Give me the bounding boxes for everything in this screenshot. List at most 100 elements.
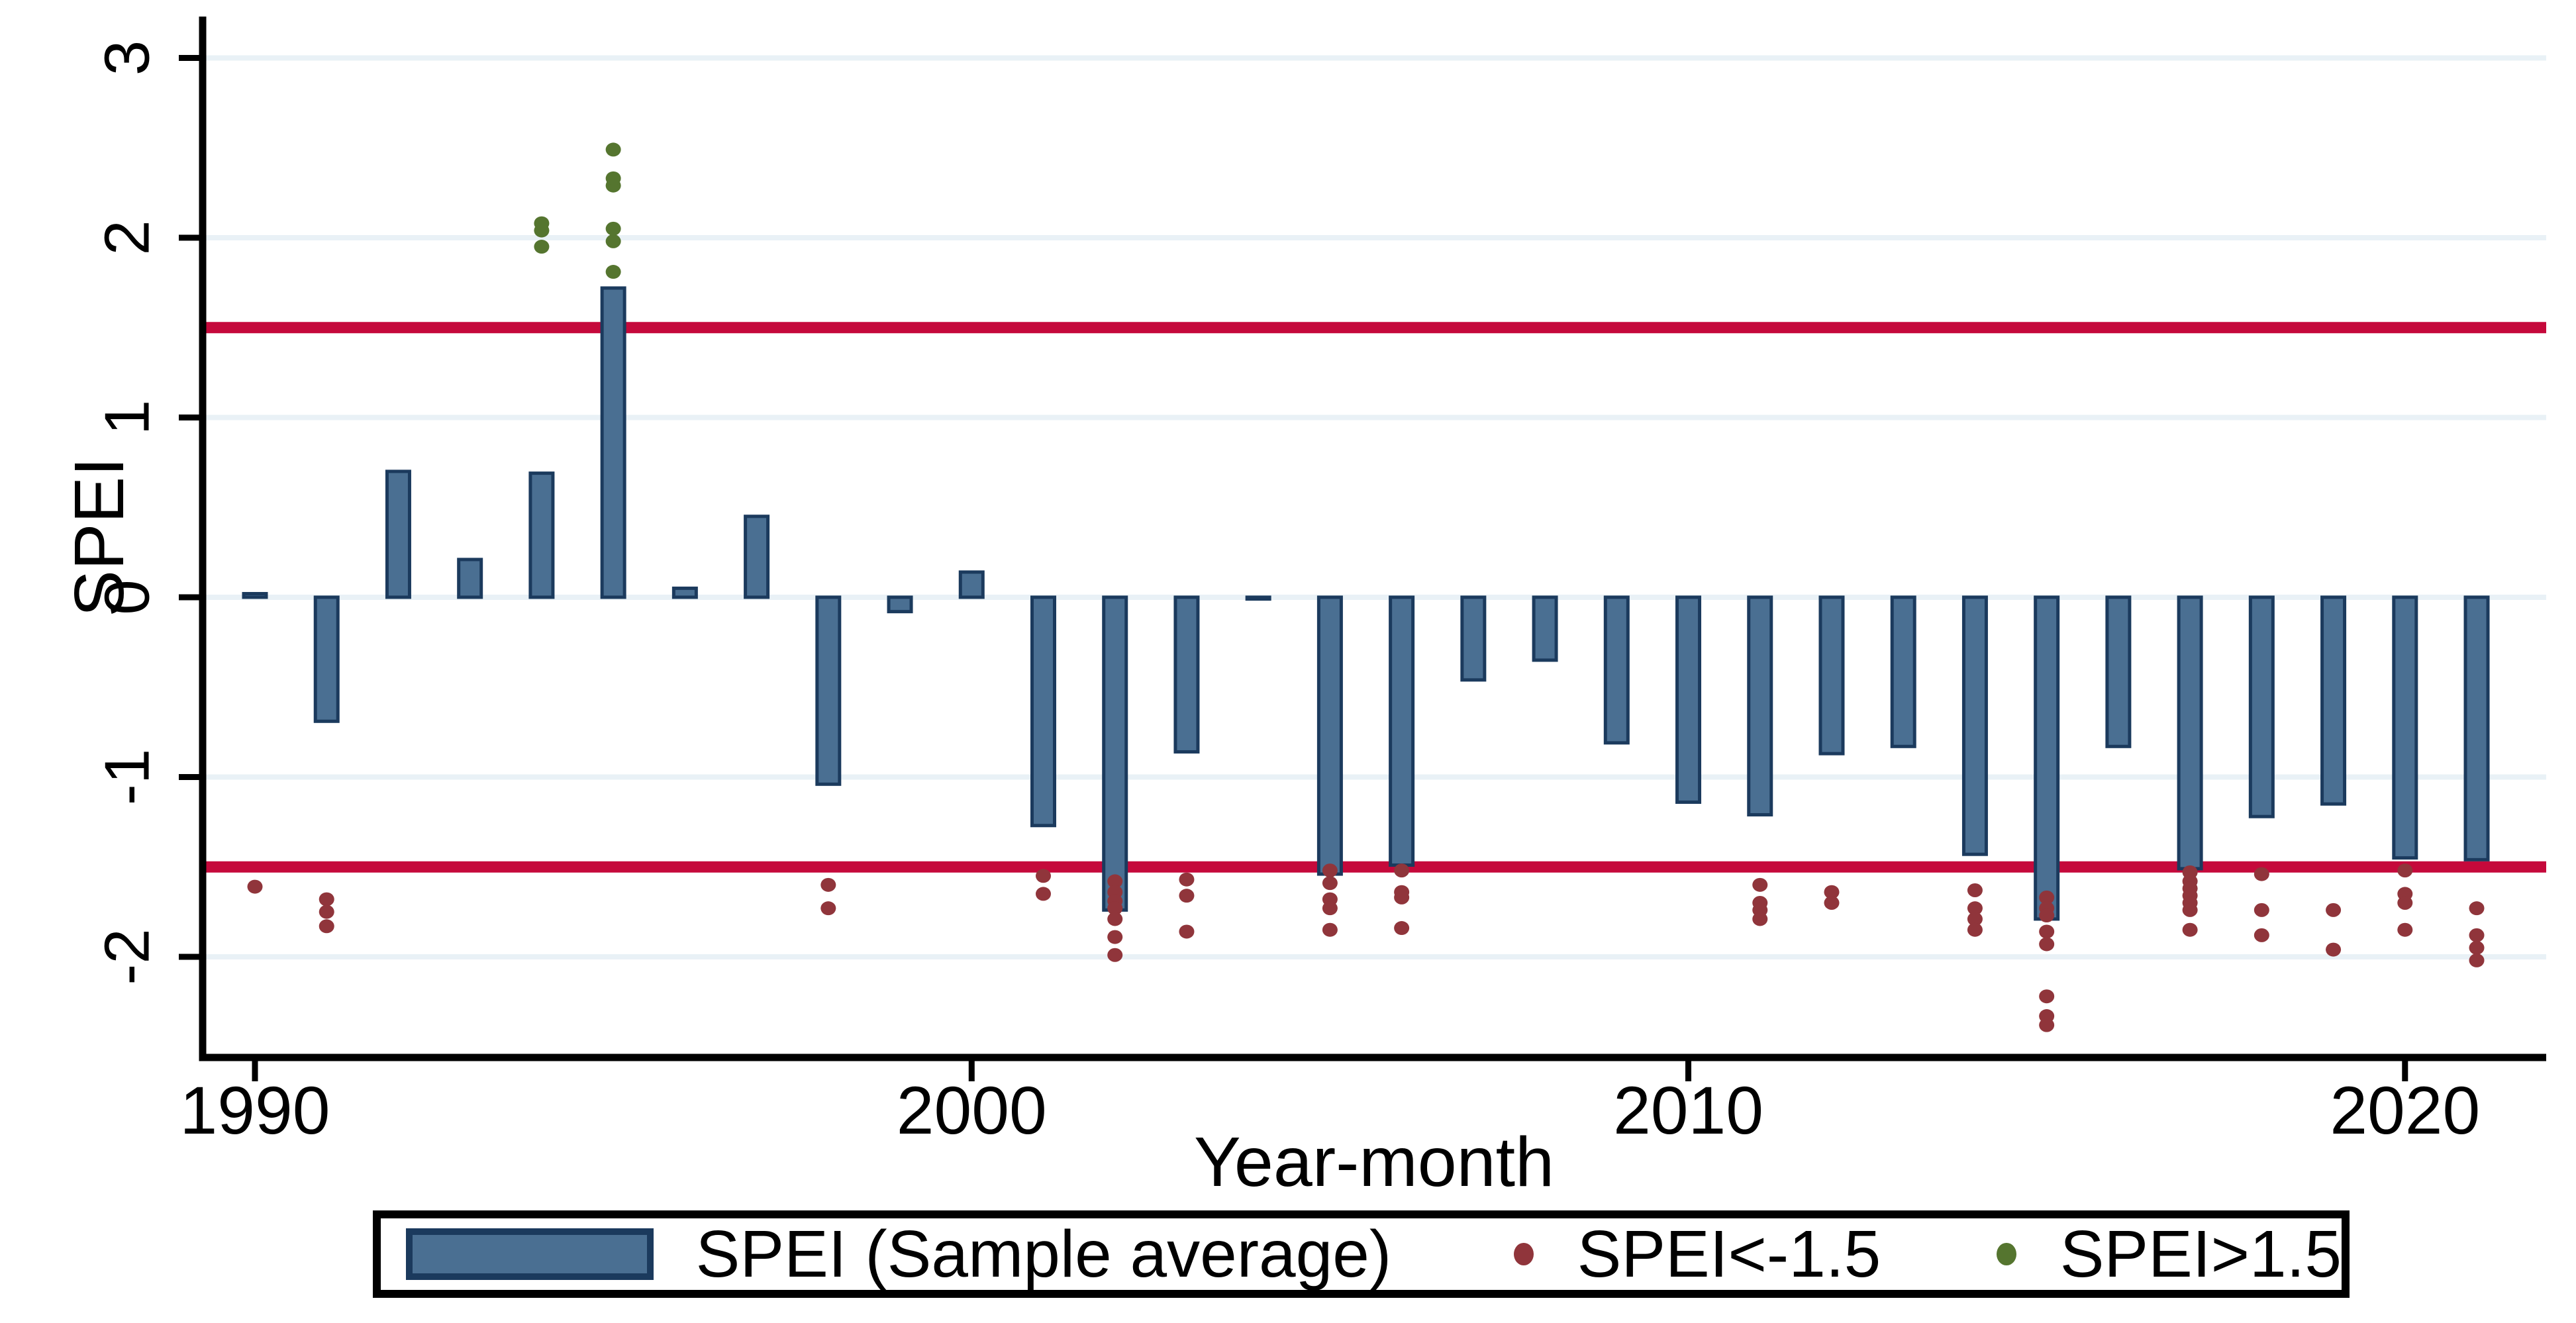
low-spei-dot bbox=[1394, 863, 1410, 878]
low-spei-dot bbox=[2469, 901, 2485, 916]
bar bbox=[313, 595, 340, 723]
low-spei-dot bbox=[1824, 896, 1840, 910]
low-spei-dot bbox=[2182, 903, 2198, 917]
y-tick-label: 3 bbox=[92, 40, 163, 75]
low-spei-dot bbox=[2039, 890, 2055, 905]
low-spei-dot bbox=[2039, 908, 2055, 923]
low-spei-dot bbox=[1752, 877, 1768, 892]
legend-low-dot-icon bbox=[1514, 1243, 1534, 1265]
x-tick-label: 1990 bbox=[180, 1073, 330, 1148]
x-tick-label: 2000 bbox=[897, 1073, 1047, 1148]
low-spei-dot bbox=[319, 919, 334, 934]
low-spei-dot bbox=[1322, 922, 1338, 937]
low-spei-dot bbox=[1035, 869, 1051, 883]
legend-bar-swatch bbox=[406, 1228, 654, 1280]
low-spei-dot bbox=[2397, 896, 2413, 910]
bar bbox=[2105, 595, 2132, 748]
low-spei-dot bbox=[1967, 883, 1983, 898]
low-spei-dot bbox=[2326, 903, 2342, 917]
low-spei-dot bbox=[1322, 901, 1338, 916]
low-spei-dot bbox=[2397, 922, 2413, 937]
bar bbox=[815, 595, 842, 786]
low-spei-dot bbox=[2039, 924, 2055, 939]
high-spei-dot bbox=[605, 142, 621, 157]
high-spei-dot bbox=[534, 240, 550, 254]
low-spei-dot bbox=[1824, 885, 1840, 899]
low-spei-dot bbox=[2469, 928, 2485, 942]
legend-high-dot-icon bbox=[1997, 1243, 2016, 1265]
low-spei-dot bbox=[1107, 930, 1123, 944]
low-spei-dot bbox=[1967, 922, 1983, 937]
y-tick-label: 1 bbox=[92, 400, 163, 435]
bar bbox=[1675, 595, 1702, 804]
low-spei-dot bbox=[820, 877, 836, 892]
legend-low-label: SPEI<-1.5 bbox=[1577, 1216, 1881, 1291]
bar bbox=[385, 469, 411, 599]
low-spei-dot bbox=[2039, 1018, 2055, 1032]
bar bbox=[1603, 595, 1630, 745]
bar bbox=[744, 514, 770, 599]
y-tick-label: -1 bbox=[92, 749, 163, 805]
low-spei-dot bbox=[1107, 874, 1123, 889]
bar bbox=[1532, 595, 1558, 662]
low-spei-dot bbox=[2039, 937, 2055, 952]
bar bbox=[242, 592, 268, 599]
low-spei-dot bbox=[1179, 924, 1195, 939]
bar bbox=[2177, 595, 2203, 871]
bar bbox=[1102, 595, 1128, 912]
x-axis-title: Year-month bbox=[1193, 1123, 1555, 1201]
bar bbox=[1173, 595, 1200, 754]
bar bbox=[1818, 595, 1845, 756]
bar bbox=[457, 558, 483, 599]
low-spei-dot bbox=[2254, 903, 2269, 917]
low-spei-dot bbox=[1967, 901, 1983, 916]
bar bbox=[1389, 595, 1415, 867]
high-spei-dot bbox=[605, 221, 621, 236]
bar bbox=[887, 595, 913, 614]
low-spei-dot bbox=[2469, 953, 2485, 967]
bar bbox=[1030, 595, 1056, 828]
low-spei-dot bbox=[319, 892, 334, 906]
low-spei-dot bbox=[2397, 863, 2413, 878]
bar bbox=[1460, 595, 1487, 682]
legend-high-label: SPEI>1.5 bbox=[2059, 1216, 2342, 1291]
low-spei-dot bbox=[1394, 890, 1410, 905]
low-spei-dot bbox=[2326, 942, 2342, 957]
low-spei-dot bbox=[247, 879, 263, 894]
low-spei-dot bbox=[1179, 872, 1195, 887]
bar bbox=[2034, 595, 2060, 921]
bar bbox=[1890, 595, 1916, 748]
legend: SPEI (Sample average) SPEI<-1.5 SPEI>1.5 bbox=[373, 1210, 2350, 1298]
low-spei-dot bbox=[1107, 912, 1123, 926]
x-tick-label: 2020 bbox=[2330, 1073, 2480, 1148]
bar bbox=[2320, 595, 2347, 806]
low-spei-dot bbox=[319, 905, 334, 919]
bar bbox=[600, 286, 626, 599]
bar bbox=[1747, 595, 1773, 816]
low-spei-dot bbox=[1394, 921, 1410, 936]
bar bbox=[1245, 595, 1271, 601]
low-spei-dot bbox=[820, 901, 836, 916]
low-spei-dot bbox=[1967, 912, 1983, 926]
bar bbox=[958, 570, 985, 599]
y-tick-label: 2 bbox=[92, 220, 163, 255]
high-spei-dot bbox=[605, 265, 621, 279]
bar bbox=[528, 471, 555, 599]
low-spei-dot bbox=[1322, 863, 1338, 878]
low-spei-dot bbox=[2469, 940, 2485, 955]
bar bbox=[1961, 595, 1988, 856]
high-spei-dot bbox=[605, 234, 621, 248]
low-spei-dot bbox=[1035, 887, 1051, 901]
low-spei-dot bbox=[2182, 922, 2198, 937]
low-spei-dot bbox=[1752, 912, 1768, 926]
low-spei-dot bbox=[1322, 876, 1338, 891]
high-spei-dot bbox=[605, 171, 621, 185]
y-tick-label: -2 bbox=[92, 928, 163, 985]
x-tick-label: 2010 bbox=[1613, 1073, 1763, 1148]
bar bbox=[2463, 595, 2490, 861]
high-spei-dot bbox=[534, 216, 550, 230]
low-spei-dot bbox=[1107, 901, 1123, 916]
low-spei-dot bbox=[1179, 889, 1195, 903]
